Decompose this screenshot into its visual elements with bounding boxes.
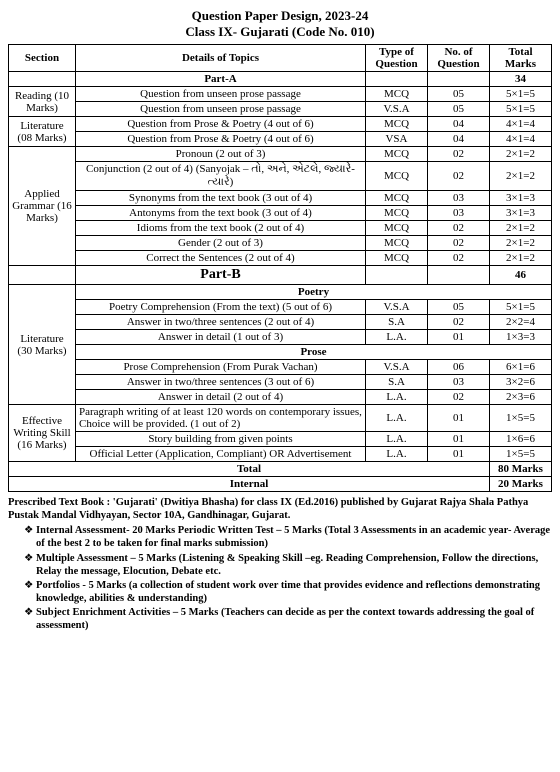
table-row: Part-A34 xyxy=(9,72,552,87)
table-row: Prose xyxy=(9,345,552,360)
table-row: Gender (2 out of 3)MCQ022×1=2 xyxy=(9,236,552,251)
prescribed-book: Prescribed Text Book : 'Gujarati' (Dwiti… xyxy=(8,496,552,522)
footer-notes: Prescribed Text Book : 'Gujarati' (Dwiti… xyxy=(8,496,552,632)
table-row: Answer in detail (2 out of 4)L.A.022×3=6 xyxy=(9,390,552,405)
table-row: Poetry Comprehension (From the text) (5 … xyxy=(9,300,552,315)
page-subtitle: Class IX- Gujarati (Code No. 010) xyxy=(8,24,552,40)
table-row: Idioms from the text book (2 out of 4)MC… xyxy=(9,221,552,236)
table-row: Answer in two/three sentences (3 out of … xyxy=(9,375,552,390)
table-row: Effective Writing Skill (16 Marks)Paragr… xyxy=(9,405,552,432)
table-row: Antonyms from the text book (3 out of 4)… xyxy=(9,206,552,221)
table-row: Question from unseen prose passageV.S.A0… xyxy=(9,102,552,117)
design-table: Section Details of Topics Type of Questi… xyxy=(8,44,552,492)
table-row: Applied Grammar (16 Marks)Pronoun (2 out… xyxy=(9,147,552,162)
table-row: Synonyms from the text book (3 out of 4)… xyxy=(9,191,552,206)
table-row: Literature (08 Marks)Question from Prose… xyxy=(9,117,552,132)
table-row: Conjunction (2 out of 4) (Sanyojak – તો,… xyxy=(9,162,552,191)
table-row: Correct the Sentences (2 out of 4)MCQ022… xyxy=(9,251,552,266)
footer-item: Internal Assessment- 20 Marks Periodic W… xyxy=(24,524,552,550)
header-row: Section Details of Topics Type of Questi… xyxy=(9,45,552,72)
table-row: Question from Prose & Poetry (4 out of 6… xyxy=(9,132,552,147)
page-title: Question Paper Design, 2023-24 xyxy=(8,8,552,24)
col-details: Details of Topics xyxy=(76,45,366,72)
table-row: Literature (30 Marks)Poetry xyxy=(9,285,552,300)
table-row: Total80 Marks xyxy=(9,462,552,477)
table-row: Answer in two/three sentences (2 out of … xyxy=(9,315,552,330)
table-row: Story building from given pointsL.A.011×… xyxy=(9,432,552,447)
table-row: Reading (10 Marks)Question from unseen p… xyxy=(9,87,552,102)
table-row: Prose Comprehension (From Purak Vachan)V… xyxy=(9,360,552,375)
col-marks: Total Marks xyxy=(490,45,552,72)
col-no: No. of Question xyxy=(428,45,490,72)
footer-item: Portfolios - 5 Marks (a collection of st… xyxy=(24,579,552,605)
footer-item: Multiple Assessment – 5 Marks (Listening… xyxy=(24,552,552,578)
table-row: Part-B46 xyxy=(9,266,552,285)
table-row: Answer in detail (1 out of 3)L.A.011×3=3 xyxy=(9,330,552,345)
footer-list: Internal Assessment- 20 Marks Periodic W… xyxy=(24,524,552,632)
table-row: Official Letter (Application, Compliant)… xyxy=(9,447,552,462)
table-row: Internal20 Marks xyxy=(9,477,552,492)
col-type: Type of Question xyxy=(366,45,428,72)
col-section: Section xyxy=(9,45,76,72)
footer-item: Subject Enrichment Activities – 5 Marks … xyxy=(24,606,552,632)
